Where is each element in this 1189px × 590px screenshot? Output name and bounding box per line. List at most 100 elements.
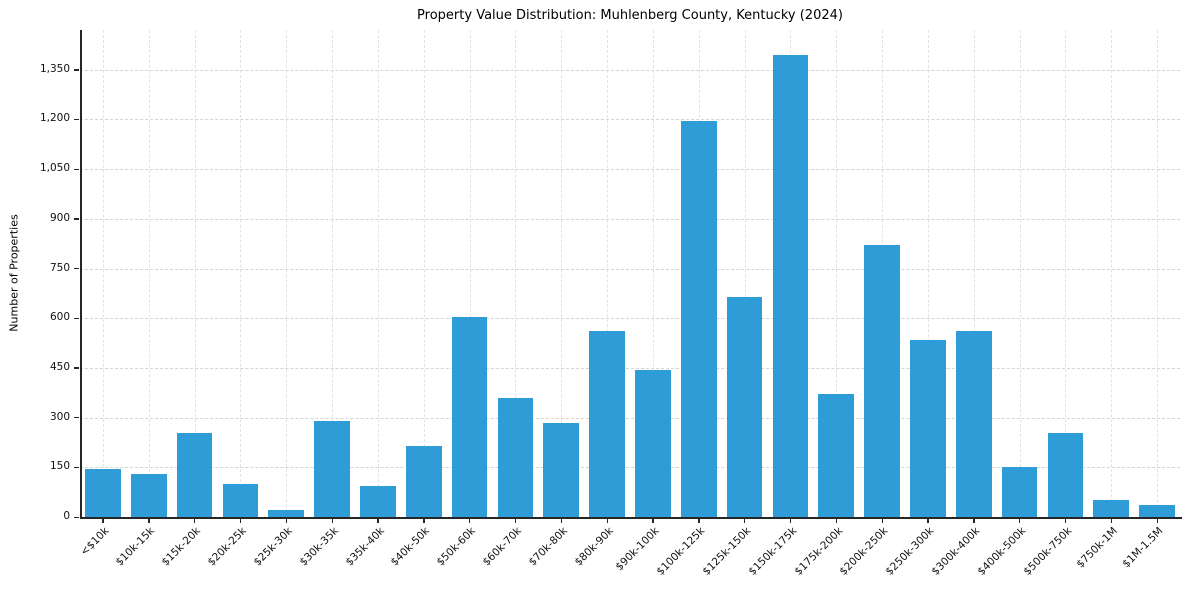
x-tick-mark	[423, 518, 425, 523]
x-tick-label: $10k-15k	[113, 525, 158, 569]
gridline-horizontal	[80, 119, 1180, 121]
x-tick-mark	[698, 518, 700, 523]
y-axis-spine	[80, 30, 82, 518]
x-tick-label: $80k-90k	[572, 525, 616, 569]
x-tick-label: $750k-1M	[1074, 525, 1120, 571]
y-tick-mark	[74, 466, 79, 469]
y-tick-label: 750	[49, 261, 70, 274]
x-tick-mark	[239, 518, 242, 523]
gridline-vertical	[1157, 30, 1159, 517]
x-tick-label: $25k-30k	[251, 525, 295, 569]
bar	[1001, 467, 1038, 517]
gridline-vertical	[744, 30, 746, 517]
x-tick-label: $60k-70k	[480, 525, 524, 569]
x-tick-mark	[973, 518, 975, 523]
gridline-vertical	[1019, 30, 1021, 517]
y-tick-mark	[74, 367, 79, 369]
gridline-vertical	[1065, 30, 1067, 517]
x-tick-mark	[606, 518, 608, 523]
y-tick-mark	[74, 317, 79, 320]
x-tick-mark	[1019, 518, 1021, 523]
x-tick-mark	[1064, 518, 1067, 523]
bar	[680, 121, 717, 517]
x-tick-label: $300k-400k	[929, 525, 983, 578]
gridline-vertical	[652, 30, 654, 517]
bar	[910, 339, 946, 517]
bar	[451, 316, 488, 517]
x-tick-mark	[560, 518, 563, 523]
gridline-vertical	[377, 30, 379, 517]
gridline-horizontal	[80, 218, 1180, 220]
gridline-horizontal	[80, 69, 1180, 71]
x-tick-label: $35k-40k	[343, 525, 387, 569]
bar	[772, 54, 809, 517]
gridline-vertical	[515, 30, 517, 517]
x-tick-mark	[102, 518, 104, 523]
bar	[497, 397, 534, 517]
x-tick-mark	[331, 518, 333, 523]
gridline-vertical	[332, 30, 334, 517]
x-tick-label: $50k-60k	[434, 525, 479, 569]
bar	[818, 394, 855, 517]
x-tick-mark	[652, 518, 654, 523]
x-tick-mark	[835, 518, 838, 523]
gridline-horizontal	[80, 268, 1180, 270]
gridline-vertical	[286, 30, 288, 517]
bar	[1139, 505, 1175, 517]
y-tick-mark	[74, 218, 79, 220]
gridline-vertical	[423, 30, 425, 517]
x-tick-label: $100k-125k	[654, 525, 708, 578]
gridline-vertical	[194, 30, 196, 517]
x-tick-mark	[148, 518, 150, 523]
y-tick-mark	[74, 118, 79, 121]
x-axis-spine	[80, 517, 1182, 519]
y-tick-label: 450	[49, 360, 70, 373]
x-tick-mark	[514, 518, 517, 523]
x-tick-label: <$10k	[78, 525, 112, 559]
gridline-vertical	[102, 30, 104, 517]
bar	[589, 331, 625, 517]
x-tick-mark	[789, 518, 792, 523]
gridline-horizontal	[80, 169, 1180, 171]
bar	[955, 331, 992, 517]
bar	[726, 296, 763, 517]
bar	[405, 445, 442, 517]
x-tick-label: $15k-20k	[159, 525, 204, 569]
x-tick-label: $250k-300k	[883, 525, 937, 578]
gridline-horizontal	[80, 318, 1180, 320]
bar	[360, 485, 396, 517]
y-tick-label: 1,350	[39, 62, 70, 75]
y-tick-mark	[74, 516, 79, 518]
gridline-vertical	[927, 30, 929, 517]
bar	[543, 422, 580, 517]
gridline-vertical	[561, 30, 563, 517]
x-tick-label: $125k-150k	[700, 525, 754, 578]
gridline-vertical	[1111, 30, 1113, 517]
x-tick-label: $40k-50k	[388, 525, 433, 569]
bar	[130, 473, 167, 517]
gridline-horizontal	[80, 367, 1180, 369]
x-tick-label: $30k-35k	[297, 525, 341, 569]
x-tick-label: $70k-80k	[526, 525, 570, 569]
bar	[1093, 500, 1130, 517]
y-tick-mark	[74, 168, 79, 170]
y-tick-label: 150	[49, 460, 70, 473]
gridline-vertical	[607, 30, 609, 517]
bar	[85, 468, 121, 517]
x-tick-label: $90k-100k	[613, 525, 662, 574]
bar	[222, 483, 259, 517]
gridline-vertical	[240, 30, 242, 517]
x-tick-label: $400k-500k	[975, 525, 1029, 578]
y-tick-label: 1,200	[39, 112, 70, 125]
x-tick-label: $20k-25k	[205, 525, 249, 569]
bar	[176, 432, 213, 517]
bar	[268, 510, 305, 517]
y-tick-mark	[74, 268, 79, 270]
gridline-horizontal	[80, 467, 1180, 469]
y-tick-label: 900	[49, 211, 70, 224]
x-tick-mark	[194, 518, 196, 523]
x-tick-label: $150k-175k	[746, 525, 799, 578]
x-tick-mark	[1156, 518, 1158, 523]
